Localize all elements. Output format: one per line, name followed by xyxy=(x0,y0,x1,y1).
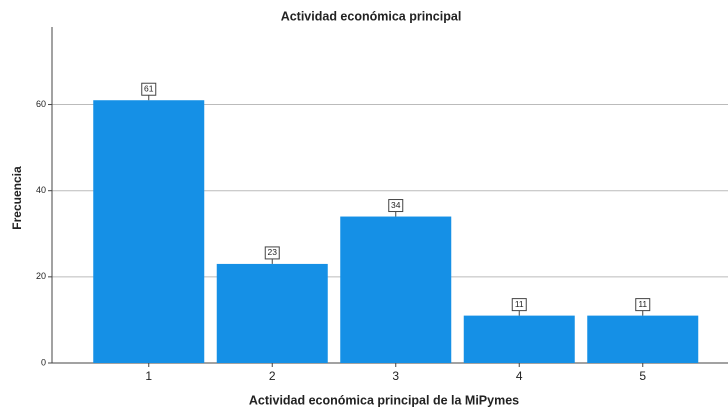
y-tick-label: 60 xyxy=(36,99,46,109)
bar xyxy=(340,216,452,363)
value-label: 23 xyxy=(268,247,278,257)
y-tick-label: 20 xyxy=(36,271,46,281)
x-tick-label: 2 xyxy=(269,369,276,383)
y-axis-label: Frecuencia xyxy=(10,166,24,230)
value-label-box xyxy=(511,298,527,312)
x-tick-label: 4 xyxy=(516,369,523,383)
x-tick-label: 1 xyxy=(145,369,152,383)
bar xyxy=(463,315,575,363)
value-label-box xyxy=(264,246,280,260)
value-label: 11 xyxy=(515,299,524,309)
value-label: 11 xyxy=(638,299,647,309)
value-label: 34 xyxy=(391,200,401,210)
value-label-box xyxy=(635,298,651,312)
value-label-box xyxy=(388,199,404,213)
chart-title: Actividad económica principal xyxy=(281,9,462,23)
bar xyxy=(93,100,205,363)
value-label: 61 xyxy=(144,83,154,93)
y-tick-label: 0 xyxy=(41,357,46,367)
bar xyxy=(587,315,699,363)
x-axis-label: Actividad económica principal de la MiPy… xyxy=(249,393,519,407)
value-label-box xyxy=(141,82,157,96)
x-tick-label: 5 xyxy=(639,369,646,383)
y-tick-label: 40 xyxy=(36,185,46,195)
x-tick-label: 3 xyxy=(392,369,399,383)
bar xyxy=(216,263,328,363)
